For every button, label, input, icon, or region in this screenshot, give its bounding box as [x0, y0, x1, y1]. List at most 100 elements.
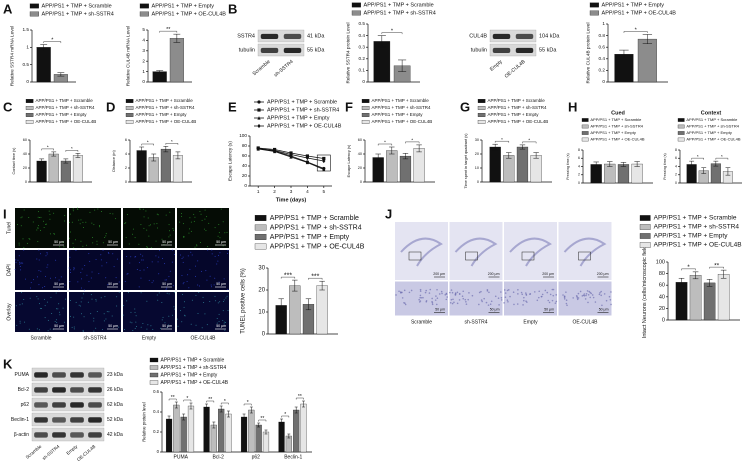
micrograph [177, 250, 229, 290]
error-bar [175, 151, 181, 160]
y-tick-label: 0 [662, 317, 665, 323]
cell-dot [15, 261, 17, 263]
cell-dot [81, 268, 83, 270]
cell-dot [24, 278, 26, 280]
cell-dot [29, 297, 31, 299]
cell-dot [55, 319, 57, 321]
cell-dot [134, 311, 136, 313]
cell-dot [176, 318, 178, 320]
cell-dot [95, 259, 97, 261]
significance-bracket [168, 398, 177, 401]
x-tick-label: 3 [290, 189, 293, 194]
cell-dot [28, 328, 30, 330]
cell-dot [174, 308, 176, 310]
cell-dot [152, 328, 154, 330]
cell-dot [166, 287, 168, 289]
legend-swatch [361, 120, 370, 124]
y-tick-label: 40 [358, 152, 362, 156]
cell-dot [40, 270, 42, 272]
blot-band [52, 402, 66, 408]
cell-dot [22, 262, 24, 264]
scale-bar-label: 50 μm [216, 240, 226, 244]
x-tick-label: 2 [273, 189, 276, 194]
cell-dot [77, 208, 79, 210]
error-bar [701, 167, 707, 174]
legend-swatch [254, 215, 267, 221]
legend-label: APP/PS1 + TMP + Scramble [161, 357, 225, 363]
cell-dot [98, 273, 100, 275]
cell-dot [38, 303, 40, 305]
significance-bracket [681, 268, 696, 271]
micrograph [504, 222, 557, 280]
legend-label: APP/PS1 + TMP + Empty [161, 372, 218, 378]
blot-band [52, 417, 66, 423]
cell-dot [184, 315, 186, 317]
legend-label: APP/PS1 + TMP + Empty [590, 130, 635, 135]
cell-dot [59, 311, 61, 313]
legend-label: APP/PS1 + TMP + sh-SSTR4 [590, 124, 643, 129]
legend-label: APP/PS1 + TMP + Empty [35, 112, 87, 117]
cell-dot [115, 277, 117, 279]
cell-dot [197, 313, 199, 315]
cell-dot [199, 210, 201, 212]
neuron-dot [533, 291, 536, 293]
cell-dot [22, 238, 24, 240]
y-tick-label: 0 [262, 332, 266, 338]
cell-dot [151, 282, 153, 284]
cell-dot [140, 292, 142, 294]
cell-dot [126, 300, 128, 302]
cell-dot [96, 243, 98, 245]
y-tick-label: 1 [602, 21, 605, 26]
column-label: Empty [523, 319, 538, 325]
scale-bar-label: 50 μm [162, 240, 172, 244]
chart-title: Context [701, 110, 722, 116]
neuron-dot [516, 303, 519, 305]
cell-dot [56, 322, 58, 324]
error-bar [257, 422, 261, 428]
cell-dot [150, 247, 152, 249]
neuron-dot [451, 291, 454, 294]
cell-dot [20, 262, 22, 264]
legend-swatch [589, 10, 599, 16]
neuron-dot [478, 291, 481, 294]
error-bar [713, 160, 719, 167]
error-bar [375, 153, 381, 162]
blot-strip [31, 427, 105, 442]
legend-swatch [677, 118, 685, 122]
blot-band [70, 402, 84, 408]
protein-label: tubulin [471, 47, 487, 53]
bar [36, 160, 47, 183]
neuron-dot [565, 299, 568, 302]
cell-dot [105, 233, 107, 235]
cell-dot [180, 310, 182, 312]
error-bar [720, 269, 727, 279]
cell-dot [225, 297, 227, 299]
neuron-dot [452, 298, 454, 301]
neuron-dot [563, 298, 566, 300]
neuron-dot [456, 291, 459, 294]
legend-swatch [581, 118, 589, 122]
cell-dot [18, 255, 20, 257]
cell-dot [36, 258, 38, 260]
cell-dot [51, 312, 53, 314]
cell-dot [227, 249, 229, 251]
error-bar [57, 72, 65, 77]
cell-dot [223, 299, 225, 301]
cell-dot [147, 324, 149, 326]
cell-dot [36, 328, 38, 330]
cell-dot [172, 228, 174, 230]
cell-dot [151, 261, 153, 263]
scale-bar-label: 50 μm [54, 240, 64, 244]
significance-bracket [381, 32, 403, 35]
cell-dot [161, 238, 163, 240]
neuron-dot [552, 288, 555, 291]
legend-label: APP/PS1 + TMP + OE-CUL4B [270, 243, 365, 250]
neuron-dot [441, 292, 443, 295]
zoom-box [521, 251, 535, 261]
significance-label: * [171, 139, 173, 144]
cell-dot [190, 323, 192, 325]
bar [136, 150, 147, 183]
cell-dot [15, 259, 17, 261]
blot-band [34, 372, 48, 378]
